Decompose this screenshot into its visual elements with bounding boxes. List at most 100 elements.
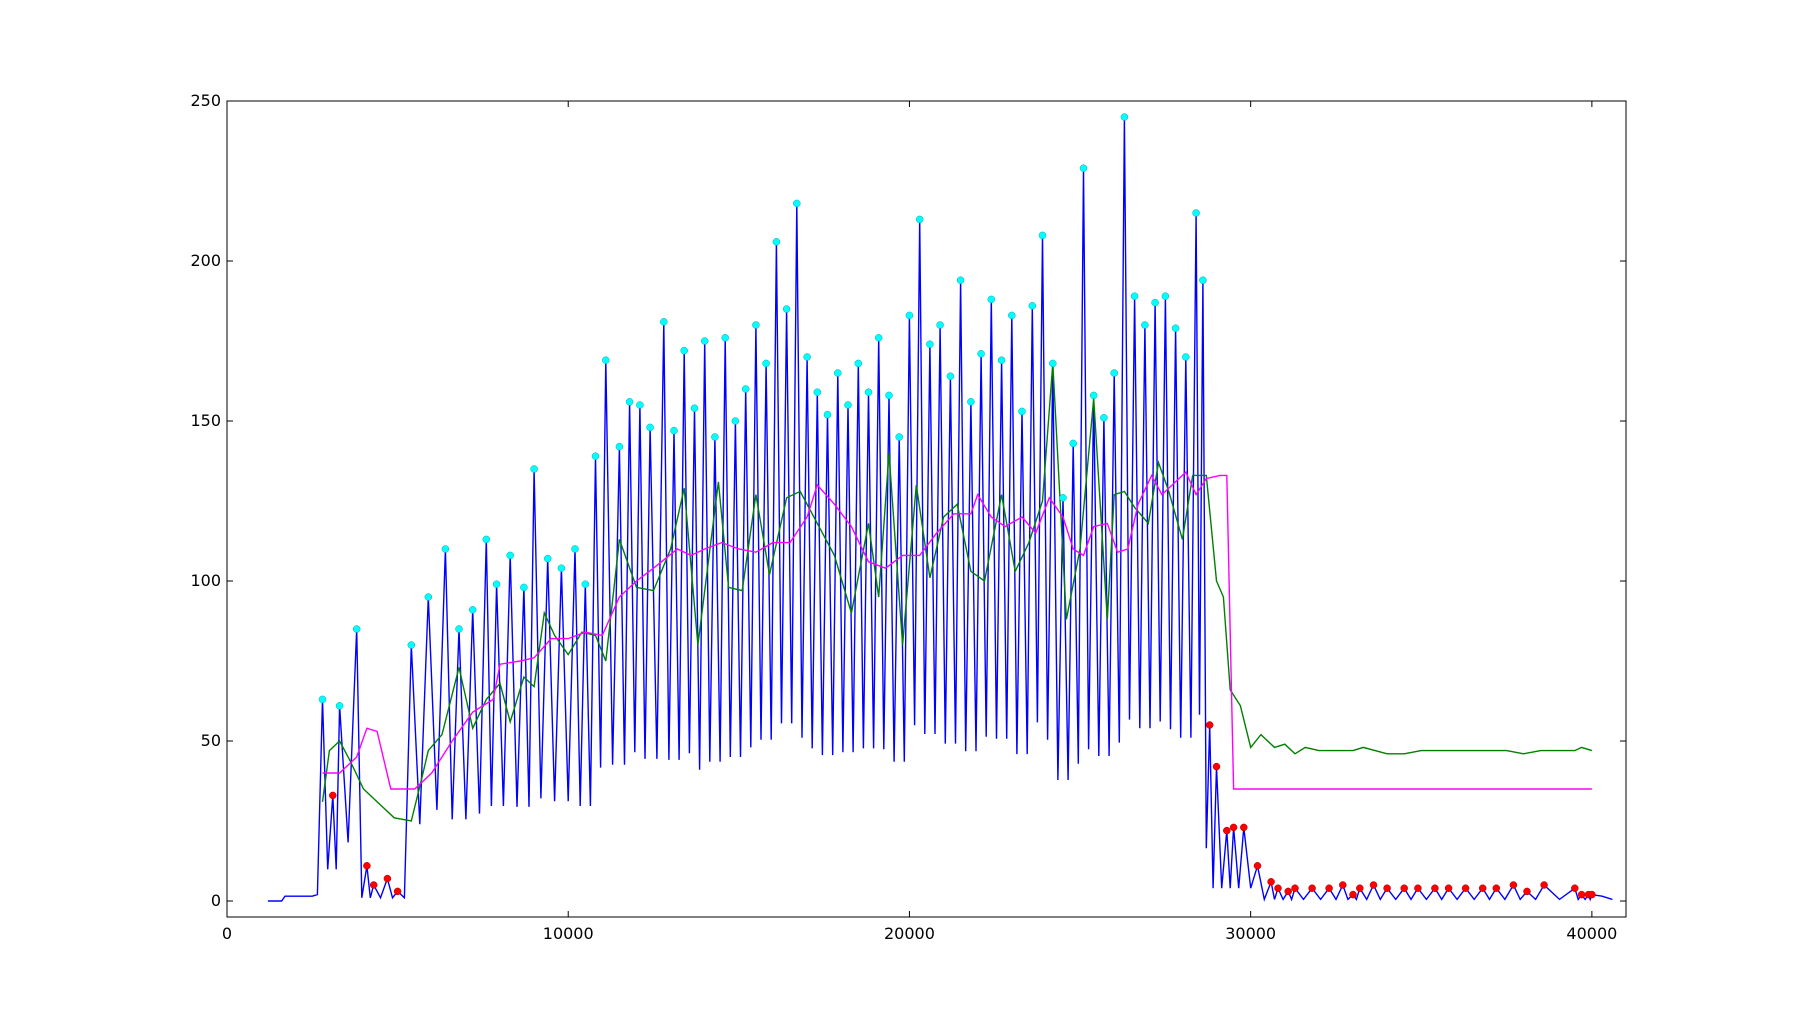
peak-marker <box>530 465 538 473</box>
low-peak-marker <box>1461 884 1470 892</box>
peak-marker <box>711 433 719 441</box>
peak-marker <box>844 401 852 409</box>
low-peak-marker <box>1369 881 1378 889</box>
peak-marker <box>1079 164 1088 172</box>
peak-marker <box>441 545 450 553</box>
x-tick-label: 40000 <box>1566 924 1617 943</box>
peak-marker <box>335 702 344 710</box>
low-peak-marker <box>1291 884 1299 892</box>
peak-marker <box>1100 414 1108 422</box>
peak-marker <box>741 385 750 393</box>
peak-marker <box>318 695 327 704</box>
peak-marker <box>1069 439 1077 448</box>
peak-marker <box>1182 353 1190 361</box>
peak-marker <box>1141 321 1149 329</box>
peak-marker <box>468 606 477 614</box>
low-peak-marker <box>1229 823 1238 832</box>
peak-marker <box>905 311 914 320</box>
y-tick-label: 150 <box>190 411 221 430</box>
peak-marker <box>834 369 842 377</box>
x-tick-label: 20000 <box>884 924 935 943</box>
peak-marker <box>1199 276 1207 284</box>
peak-marker <box>956 276 965 284</box>
peak-marker <box>1151 298 1159 307</box>
peak-marker <box>1192 209 1200 217</box>
peak-marker <box>557 564 566 572</box>
low-peak-marker <box>1240 823 1248 832</box>
peak-marker <box>680 346 688 355</box>
low-peak-marker <box>383 874 392 883</box>
low-peak-marker <box>369 881 378 889</box>
low-peak-marker <box>1540 881 1548 889</box>
marker-layer <box>318 113 1596 899</box>
axes-frame <box>226 100 1627 918</box>
x-tick-label: 10000 <box>543 924 594 943</box>
peak-marker <box>1161 292 1170 300</box>
x-tick-label: 30000 <box>1225 924 1276 943</box>
peak-marker <box>926 340 934 348</box>
peak-marker <box>823 410 832 419</box>
peak-marker <box>1018 407 1026 416</box>
peak-marker <box>762 359 770 368</box>
peak-marker <box>591 452 600 460</box>
low-peak-marker <box>393 887 402 896</box>
peak-marker <box>581 580 590 588</box>
plot-background <box>227 101 1626 917</box>
low-peak-marker <box>1383 884 1391 892</box>
y-tick-label: 100 <box>190 571 221 590</box>
peak-marker <box>1130 292 1139 300</box>
low-peak-marker <box>329 791 337 800</box>
peak-marker <box>895 433 903 441</box>
peak-marker <box>1171 324 1180 332</box>
low-peak-marker <box>1274 884 1282 892</box>
peak-marker <box>700 337 709 345</box>
peak-marker <box>874 334 883 342</box>
peak-marker <box>615 442 624 451</box>
peak-marker <box>1089 391 1098 400</box>
tick-layer: 0 10000 20000 30000 40000 0 50 100 150 200 250 <box>190 91 1626 943</box>
peak-marker <box>646 423 654 432</box>
peak-marker <box>946 372 955 380</box>
peak-marker <box>625 398 634 406</box>
low-peak-marker <box>1339 881 1347 889</box>
y-tick-label: 200 <box>190 251 221 270</box>
peak-marker <box>571 545 579 553</box>
series-line-2 <box>322 471 1592 790</box>
peak-marker <box>506 551 514 560</box>
peak-marker <box>1110 369 1118 377</box>
peak-marker <box>997 356 1006 364</box>
peak-marker <box>543 554 552 563</box>
low-peak-marker <box>1284 887 1292 896</box>
low-peak-marker <box>1223 826 1231 835</box>
low-peak-marker <box>1509 881 1518 889</box>
low-peak-marker <box>1492 884 1501 892</box>
peak-marker <box>1059 494 1067 502</box>
peak-marker <box>352 625 361 633</box>
low-peak-marker <box>1205 721 1214 729</box>
low-peak-marker <box>1308 884 1316 892</box>
low-peak-marker <box>1444 884 1453 892</box>
peak-marker <box>636 401 644 409</box>
peak-marker <box>602 356 610 364</box>
peak-marker <box>1049 359 1057 368</box>
peak-marker <box>977 350 985 358</box>
peak-marker <box>1008 311 1016 320</box>
low-peak-marker <box>1349 890 1357 899</box>
peak-marker <box>424 593 433 601</box>
peak-marker <box>854 359 863 368</box>
peak-marker <box>803 353 811 361</box>
peak-marker <box>915 215 924 224</box>
low-peak-marker <box>1577 890 1586 899</box>
low-peak-marker <box>1212 762 1221 771</box>
peak-marker <box>772 238 781 246</box>
low-peak-marker <box>1253 862 1262 870</box>
peak-marker <box>1120 113 1129 121</box>
peak-marker <box>1038 231 1047 240</box>
peak-marker <box>520 583 528 592</box>
low-peak-marker <box>1267 878 1275 886</box>
peak-marker <box>670 426 678 435</box>
peak-marker <box>455 625 463 633</box>
x-tick-label: 0 <box>222 924 232 943</box>
low-peak-marker <box>1431 884 1439 892</box>
